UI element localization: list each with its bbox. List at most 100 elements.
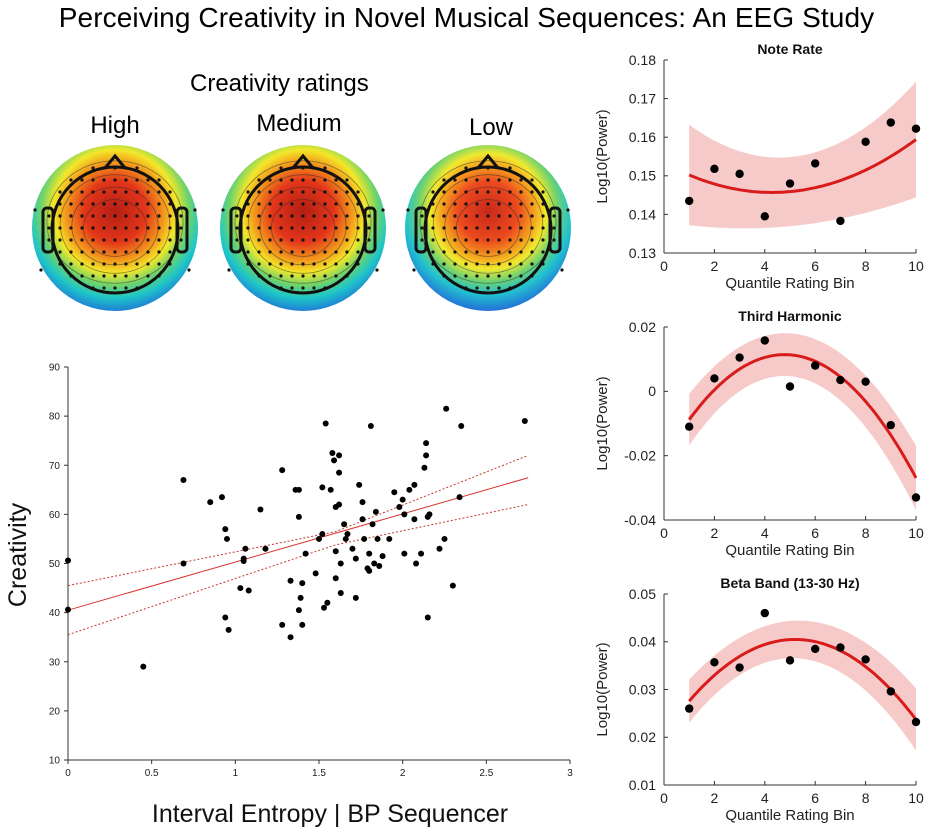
data-point (312, 570, 319, 577)
panel-title: Note Rate (757, 41, 823, 57)
data-point (685, 422, 694, 431)
electrode-dot (39, 268, 43, 272)
electrode-dot (80, 178, 84, 182)
x-axis-label: Interval Entropy | BP Sequencer (152, 800, 508, 828)
electrode-dot (345, 250, 349, 254)
electrode-dot (279, 262, 283, 266)
electrode-dot (312, 250, 316, 254)
electrode-dot (442, 262, 446, 266)
electrode-dot (102, 238, 106, 242)
electrode-dot (279, 190, 283, 194)
electrode-dot (519, 250, 523, 254)
electrode-dot (431, 238, 435, 242)
data-point (279, 621, 286, 628)
electrode-dot (497, 214, 501, 218)
data-point (336, 501, 343, 508)
data-point (332, 548, 339, 555)
electrode-dot (453, 214, 457, 218)
data-point (257, 506, 264, 513)
electrode-dot (113, 274, 117, 278)
electrode-dot (246, 226, 250, 230)
x-tick-label: 2.5 (479, 768, 493, 779)
electrode-dot (58, 202, 62, 206)
electrode-dot (91, 274, 95, 278)
electrode-dot (453, 226, 457, 230)
electrode-dot (246, 262, 250, 266)
data-point (369, 521, 376, 528)
electrode-dot (464, 250, 468, 254)
electrode-dot (146, 214, 150, 218)
data-point (391, 489, 398, 496)
electrode-dot (168, 190, 172, 194)
electrode-dot (80, 274, 84, 278)
y-tick-label: 0.02 (629, 729, 656, 745)
electrode-dot (279, 202, 283, 206)
fit-curve (688, 638, 918, 721)
data-point (302, 550, 309, 557)
data-point (411, 516, 418, 523)
data-point (426, 511, 433, 518)
data-point (374, 535, 381, 542)
electrode-dot (146, 274, 150, 278)
electrode-dot (431, 250, 435, 254)
electrode-dot (246, 202, 250, 206)
electrode-dot (157, 190, 161, 194)
electrode-dot (420, 226, 424, 230)
data-point (297, 594, 304, 601)
electrode-dot (508, 214, 512, 218)
electrode-dot (453, 262, 457, 266)
x-tick-label: 10 (908, 790, 924, 806)
y-tick-label: 0.03 (629, 681, 656, 697)
electrode-dot (519, 238, 523, 242)
data-point (836, 216, 845, 226)
electrode-dot (301, 202, 305, 206)
data-point (836, 375, 845, 385)
electrode-dot (475, 214, 479, 218)
electrode-dot (406, 208, 410, 212)
electrode-dot (323, 274, 327, 278)
electrode-dot (246, 190, 250, 194)
y-tick-label: 0 (648, 383, 656, 399)
electrode-dot (560, 268, 564, 272)
electrode-dot (69, 214, 73, 218)
data-point (785, 179, 795, 188)
electrode-dot (124, 166, 128, 170)
electrode-dot (334, 190, 338, 194)
data-point (336, 469, 343, 476)
condition-label-low: Low (468, 114, 514, 141)
electrode-dot (47, 238, 51, 242)
electrode-dot (135, 202, 139, 206)
y-tick-label: 0.16 (629, 129, 656, 145)
electrode-dot (323, 178, 327, 182)
electrode-dot (157, 250, 161, 254)
electrode-dot (58, 238, 62, 242)
electrode-dot (552, 238, 556, 242)
electrode-dot (541, 238, 545, 242)
electrode-dot (268, 202, 272, 206)
electrode-dot (279, 178, 283, 182)
electrode-dot (453, 250, 457, 254)
electrode-dot (301, 178, 305, 182)
electrode-dot (268, 214, 272, 218)
electrode-dot (290, 286, 294, 290)
electrode-dot (47, 214, 51, 218)
data-point (207, 499, 214, 506)
y-tick-label: 20 (49, 706, 61, 717)
electrode-dot (367, 214, 371, 218)
x-tick-label: 3 (567, 768, 573, 779)
x-tick-label: 8 (862, 525, 870, 541)
y-tick-label: 40 (49, 608, 61, 619)
electrode-dot (268, 250, 272, 254)
electrode-dot (442, 202, 446, 206)
electrode-dot (486, 226, 490, 230)
y-tick-label: 0.14 (629, 206, 656, 222)
electrode-dot (442, 238, 446, 242)
electrode-dot (334, 274, 338, 278)
electrode-dot (102, 274, 106, 278)
beta-band-chart: 0 2 4 6 8 10 0.01 0.02 0.03 0.04 0.05 Beta Band (13… (594, 575, 924, 824)
electrode-dot (80, 262, 84, 266)
data-point (401, 550, 408, 557)
electrode-dot (334, 202, 338, 206)
electrode-dot (135, 214, 139, 218)
electrode-dot (124, 262, 128, 266)
